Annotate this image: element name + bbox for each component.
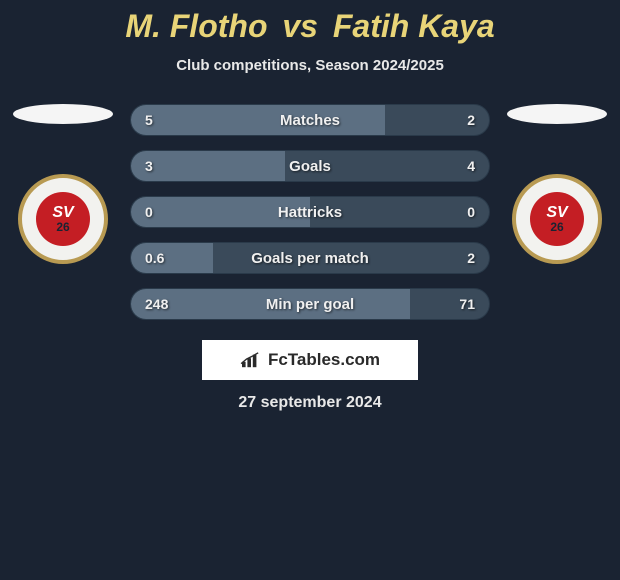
comparison-widget: M. Flotho vs Fatih Kaya Club competition… bbox=[0, 0, 620, 412]
stat-bar: 5Matches2 bbox=[130, 104, 490, 136]
bar-chart-icon bbox=[240, 351, 262, 369]
player1-name: M. Flotho bbox=[125, 8, 267, 44]
stat-label: Matches bbox=[131, 105, 489, 135]
footer-date: 27 september 2024 bbox=[0, 394, 620, 412]
badge-num: 26 bbox=[56, 221, 69, 233]
stat-label: Goals per match bbox=[131, 243, 489, 273]
badge-inner: SV 26 bbox=[530, 192, 584, 246]
brand-text: FcTables.com bbox=[268, 350, 380, 370]
badge-sv: SV bbox=[52, 205, 73, 221]
stat-value-right: 4 bbox=[467, 151, 475, 181]
stat-value-right: 2 bbox=[467, 105, 475, 135]
stat-bar: 0.6Goals per match2 bbox=[130, 242, 490, 274]
page-title: M. Flotho vs Fatih Kaya bbox=[0, 8, 620, 45]
stat-bar: 248Min per goal71 bbox=[130, 288, 490, 320]
player1-silhouette bbox=[13, 104, 113, 124]
badge-sv: SV bbox=[546, 205, 567, 221]
subtitle: Club competitions, Season 2024/2025 bbox=[0, 57, 620, 74]
stat-bar: 3Goals4 bbox=[130, 150, 490, 182]
stat-value-right: 71 bbox=[459, 289, 475, 319]
player2-club-badge: SV 26 bbox=[512, 174, 602, 264]
stat-value-right: 2 bbox=[467, 243, 475, 273]
vs-text: vs bbox=[282, 8, 318, 44]
stats-column: 5Matches2 3Goals4 0Hattricks0 0.6Goals per … bbox=[130, 104, 490, 320]
brand-box[interactable]: FcTables.com bbox=[202, 340, 418, 380]
left-column: SV 26 bbox=[10, 104, 116, 264]
main-row: SV 26 5Matches2 3Goals4 0Hattricks0 0.6Goal… bbox=[0, 104, 620, 320]
badge-inner: SV 26 bbox=[36, 192, 90, 246]
right-column: SV 26 bbox=[504, 104, 610, 264]
badge-num: 26 bbox=[550, 221, 563, 233]
player2-silhouette bbox=[507, 104, 607, 124]
stat-label: Min per goal bbox=[131, 289, 489, 319]
stat-label: Goals bbox=[131, 151, 489, 181]
stat-bar: 0Hattricks0 bbox=[130, 196, 490, 228]
player1-club-badge: SV 26 bbox=[18, 174, 108, 264]
stat-value-right: 0 bbox=[467, 197, 475, 227]
stat-label: Hattricks bbox=[131, 197, 489, 227]
player2-name: Fatih Kaya bbox=[333, 8, 495, 44]
